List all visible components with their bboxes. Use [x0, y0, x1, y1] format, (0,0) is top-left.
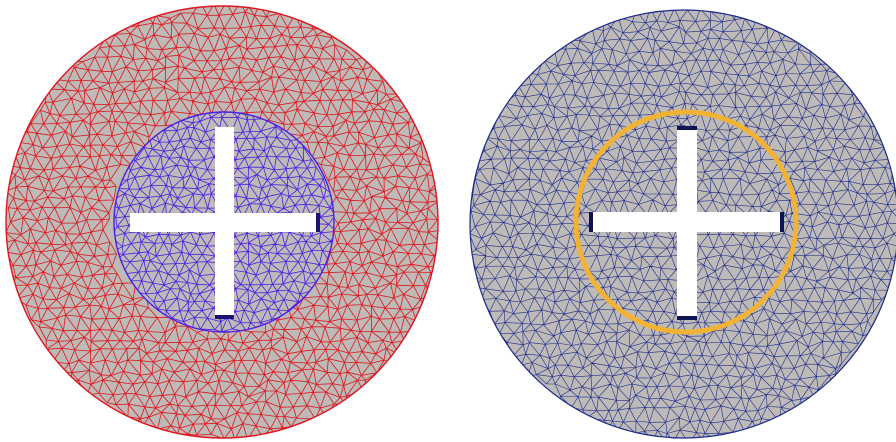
right-mesh-panel	[469, 8, 896, 442]
right-slot-edge-left	[589, 212, 593, 232]
left-mesh-panel	[1, 3, 444, 440]
right-cross-vertical-slot	[677, 127, 697, 319]
left-cross-vertical-slot	[215, 127, 234, 319]
left-slot-edge-right	[316, 213, 320, 232]
left-slot-edge-bottom	[215, 315, 234, 319]
right-slot-edge-right	[780, 212, 784, 232]
right-slot-edge-top	[677, 126, 697, 130]
right-slot-edge-bottom	[677, 316, 697, 320]
